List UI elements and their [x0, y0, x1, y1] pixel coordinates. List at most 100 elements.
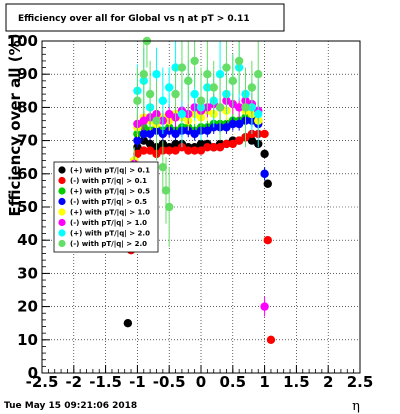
data-point: [209, 83, 218, 92]
x-tick-label: 0.5: [220, 373, 247, 391]
data-point: [184, 76, 193, 86]
data-point: [133, 136, 142, 145]
y-tick-label: 80: [17, 98, 38, 116]
x-tick-label: 1.5: [283, 373, 310, 391]
y-tick-label: 90: [17, 65, 38, 83]
data-point: [158, 162, 168, 172]
y-tick-label: 50: [17, 198, 38, 216]
data-point: [190, 56, 199, 66]
data-point: [152, 116, 161, 125]
legend-marker: [58, 187, 66, 195]
legend: (+) with pT/|q| > 0.1 (-) with pT/|q| > 0…: [53, 161, 159, 253]
data-point: [222, 123, 231, 132]
data-point: [190, 129, 199, 139]
data-point: [184, 146, 193, 155]
data-point: [196, 139, 206, 149]
data-point: [196, 146, 206, 155]
timestamp: Tue May 15 09:21:06 2018: [4, 401, 137, 411]
title-box: [5, 3, 285, 32]
legend-marker: [58, 208, 66, 216]
data-point: [215, 143, 225, 152]
legend-entry: (+) with pT/|q| > 0.5: [70, 188, 150, 197]
data-point: [247, 136, 257, 145]
chart-title: Efficiency over all for Global vs η at p…: [18, 14, 250, 24]
data-point: [133, 96, 142, 105]
data-point: [165, 202, 174, 212]
legend-box: [53, 161, 159, 253]
legend-entry: (-) with pT/|q| > 0.5: [70, 198, 147, 207]
data-point: [196, 96, 206, 105]
legend-marker: [58, 218, 66, 227]
data-point: [139, 116, 148, 125]
data-point: [234, 56, 244, 66]
data-point: [139, 70, 148, 79]
data-point: [177, 63, 187, 72]
data-point: [165, 146, 174, 155]
y-tick-label: 10: [17, 331, 38, 349]
data-point: [165, 109, 174, 119]
x-tick-label: 0: [196, 373, 206, 391]
x-tick-label: 2: [323, 373, 333, 391]
data-point: [263, 179, 272, 188]
y-tick-label: 100: [7, 32, 38, 50]
axis-layer: -2.5 -2 -1.5 -1 -0.5 0 0.5 1 1.5 2 2.5 0 10 20 30 40 50 6…: [7, 32, 374, 391]
data-point: [209, 143, 218, 152]
data-point: [190, 146, 199, 155]
legend-marker: [58, 229, 66, 237]
x-tick-label: -1.5: [89, 373, 122, 391]
data-point: [145, 139, 155, 149]
data-point: [234, 119, 244, 129]
y-tick-label: 20: [17, 298, 38, 316]
data-point: [133, 149, 142, 159]
data-point: [171, 89, 180, 99]
legend-entry: (+) with pT/|q| > 1.0: [70, 209, 150, 218]
legend-entry: (+) with pT/|q| > 0.1: [70, 167, 150, 176]
data-point: [263, 236, 272, 245]
data-point: [145, 146, 155, 155]
data-point: [234, 136, 244, 145]
data-point: [203, 126, 212, 135]
data-point: [145, 129, 155, 139]
y-tick-label: 0: [28, 364, 38, 382]
x-tick-label: 1: [259, 373, 269, 391]
data-point: [139, 146, 148, 155]
legend-marker: [58, 166, 66, 174]
x-tick-label: -2.5: [26, 373, 59, 391]
data-point: [247, 83, 257, 92]
x-tick-label: -0.5: [153, 373, 186, 391]
y-tick-label: 30: [17, 264, 38, 282]
data-point: [139, 129, 148, 139]
legend-marker: [58, 239, 66, 248]
data-point: [260, 129, 269, 139]
data-point: [228, 139, 237, 149]
data-point: [260, 149, 269, 159]
data-point: [123, 319, 133, 328]
data-point: [203, 143, 212, 152]
data-point: [152, 70, 161, 79]
data-point: [254, 109, 263, 119]
data-point: [228, 76, 237, 86]
legend-entry: (+) with pT/|q| > 2.0: [70, 230, 150, 239]
data-point: [209, 123, 218, 132]
data-point: [177, 109, 187, 119]
data-point: [254, 70, 263, 79]
data-point: [241, 103, 250, 112]
data-point: [171, 139, 180, 149]
legend-entry: (-) with pT/|q| > 2.0: [70, 240, 147, 249]
data-point: [171, 146, 180, 155]
data-point: [222, 63, 231, 72]
x-tick-label: -2: [65, 373, 82, 391]
x-tick-label: 2.5: [347, 373, 374, 391]
y-tick-label: 60: [17, 165, 38, 183]
data-point: [222, 139, 231, 149]
data-point: [203, 70, 212, 79]
legend-marker: [58, 176, 66, 185]
legend-entry: (-) with pT/|q| > 1.0: [70, 219, 147, 228]
data-point: [260, 302, 269, 311]
x-axis-label: η: [352, 399, 360, 414]
data-point: [145, 89, 155, 99]
data-point: [165, 83, 174, 92]
data-point: [161, 186, 171, 195]
y-tick-label: 40: [17, 231, 38, 249]
